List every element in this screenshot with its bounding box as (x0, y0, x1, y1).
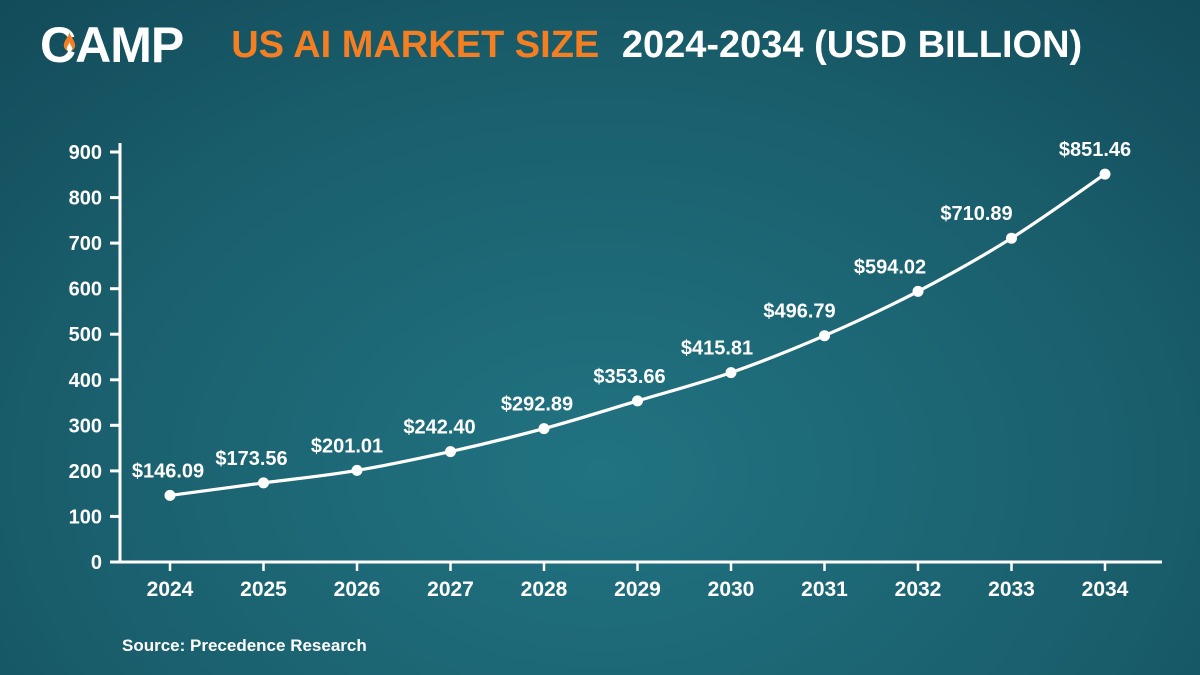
data-point (1006, 232, 1017, 244)
data-point (164, 489, 176, 501)
data-point (725, 367, 737, 379)
y-tick-label: 600 (69, 279, 102, 301)
data-label: $594.02 (854, 256, 926, 278)
data-label: $292.89 (501, 394, 573, 416)
data-point (632, 395, 643, 407)
flame-icon (63, 29, 76, 52)
y-tick-label: 900 (69, 142, 102, 164)
y-tick-label: 400 (69, 370, 102, 392)
x-tick-label: 2027 (427, 578, 474, 601)
data-label: $242.40 (403, 417, 475, 439)
data-label: $201.01 (311, 435, 383, 457)
source-note: Source: Precedence Research (122, 636, 367, 655)
chart-title: US AI MARKET SIZE 2024-2034 (USD BILLION… (231, 26, 1082, 64)
x-tick-label: 2024 (147, 578, 194, 601)
data-label: $146.09 (132, 460, 204, 482)
data-label: $415.81 (681, 338, 753, 360)
data-point (912, 285, 924, 297)
x-tick-label: 2025 (240, 578, 287, 601)
header: CAMP US AI MARKET SIZE 2024-2034 (USD BI… (40, 14, 1082, 76)
y-tick-label: 300 (69, 415, 102, 437)
x-tick-label: 2029 (614, 578, 661, 601)
data-label: $710.89 (940, 203, 1012, 225)
y-tick-label: 0 (91, 552, 102, 574)
x-tick-label: 2030 (708, 578, 755, 601)
y-tick-label: 200 (69, 461, 102, 483)
camp-logo: CAMP (40, 20, 184, 70)
y-tick-label: 700 (69, 233, 102, 255)
x-tick-label: 2028 (521, 578, 568, 601)
data-label: $496.79 (763, 301, 835, 323)
y-tick-label: 100 (69, 506, 102, 528)
data-point (1099, 168, 1111, 180)
y-tick-label: 500 (69, 324, 102, 346)
x-tick-label: 2031 (801, 578, 848, 601)
x-tick-label: 2033 (988, 578, 1035, 601)
title-highlight: US AI MARKET SIZE (231, 24, 600, 66)
data-point (819, 330, 830, 342)
data-point (258, 477, 269, 489)
series-line (168, 172, 1107, 497)
data-label: $353.66 (593, 366, 665, 388)
data-label: $173.56 (215, 448, 287, 470)
data-label: $851.46 (1059, 139, 1131, 161)
data-point (351, 464, 363, 476)
x-tick-label: 2032 (895, 578, 942, 601)
title-rest: 2024-2034 (USD BILLION) (621, 24, 1083, 66)
x-tick-label: 2034 (1082, 578, 1129, 601)
data-point (445, 446, 456, 458)
data-point (538, 423, 550, 435)
x-tick-label: 2026 (334, 578, 381, 601)
y-tick-label: 800 (69, 188, 102, 210)
